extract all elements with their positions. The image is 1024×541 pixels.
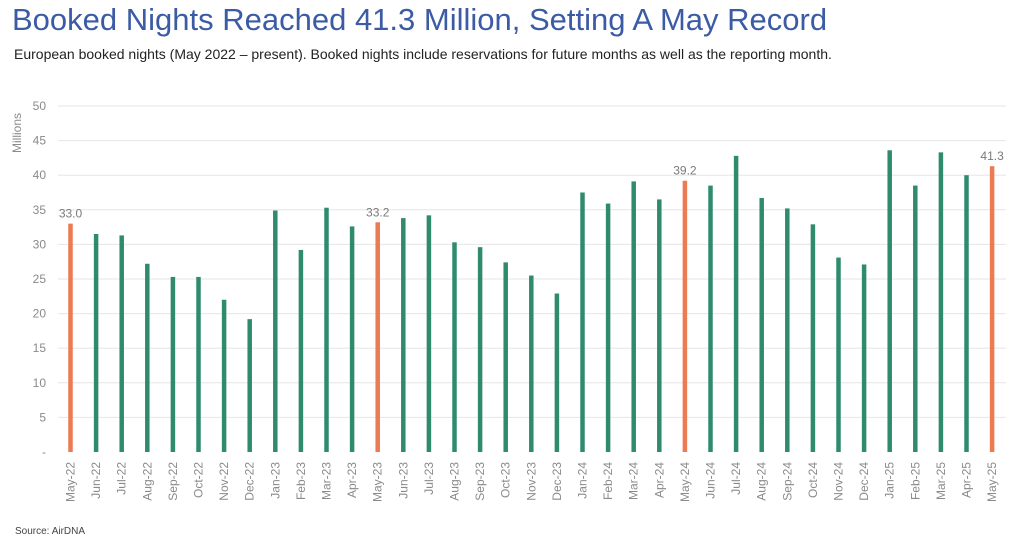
- bar-data-label: 33.0: [59, 207, 83, 221]
- x-tick-label: Jun-22: [89, 462, 103, 499]
- x-tick-label: Jan-24: [576, 462, 590, 499]
- x-tick-label: Jun-23: [396, 462, 410, 499]
- y-tick-label: 25: [33, 272, 47, 286]
- bar: [580, 192, 585, 452]
- x-tick-label: Dec-24: [857, 462, 871, 501]
- x-tick-label: Dec-22: [243, 462, 257, 501]
- x-tick-label: May-22: [64, 462, 78, 502]
- x-tick-label: Jul-24: [729, 462, 743, 495]
- bar: [119, 235, 124, 452]
- bar: [145, 263, 150, 452]
- bar: [349, 226, 355, 452]
- x-tick-label: Feb-25: [908, 462, 922, 500]
- bar: [836, 257, 841, 452]
- bar: [938, 152, 944, 452]
- bar: [221, 299, 227, 452]
- y-axis-title: Millions: [10, 113, 24, 153]
- bar: [759, 198, 764, 452]
- bar: [861, 264, 867, 452]
- chart-subtitle: European booked nights (May 2022 – prese…: [14, 46, 832, 62]
- bar: [298, 249, 304, 452]
- x-tick-label: Nov-22: [217, 462, 231, 501]
- y-tick-label: 35: [33, 203, 47, 217]
- y-tick-label: 15: [33, 341, 47, 355]
- x-tick-label: Oct-22: [192, 462, 206, 498]
- bar: [605, 203, 611, 452]
- bar: [631, 181, 636, 453]
- bar-data-label: 41.3: [980, 149, 1004, 163]
- bar: [989, 166, 995, 453]
- chart-title: Booked Nights Reached 41.3 Million, Sett…: [12, 2, 828, 37]
- bar: [887, 150, 892, 452]
- x-tick-label: Nov-24: [832, 462, 846, 501]
- bar: [810, 224, 816, 452]
- bar: [554, 293, 560, 452]
- x-tick-label: Jun-24: [704, 462, 718, 499]
- x-tick-label: Jul-22: [115, 462, 129, 495]
- y-tick-label: 45: [33, 134, 47, 148]
- bars: [68, 150, 995, 453]
- bar: [273, 210, 278, 452]
- bar: [964, 175, 969, 452]
- x-tick-label: Sep-23: [473, 462, 487, 501]
- x-tick-label: Feb-24: [601, 462, 615, 500]
- x-tick-label: Jul-23: [422, 462, 436, 495]
- x-tick-label: Mar-25: [934, 462, 948, 500]
- bar-data-label: 39.2: [673, 164, 697, 178]
- x-tick-label: Oct-23: [499, 462, 513, 498]
- bar: [733, 155, 739, 452]
- x-tick-label: May-25: [985, 462, 999, 502]
- x-tick-label: Aug-24: [755, 462, 769, 501]
- x-tick-label: Aug-23: [448, 462, 462, 501]
- y-tick-label: 40: [33, 168, 47, 182]
- x-tick-label: Sep-24: [780, 462, 794, 501]
- bar: [196, 276, 201, 452]
- x-tick-label: Mar-23: [320, 462, 334, 500]
- x-tick-label: Mar-24: [627, 462, 641, 500]
- bar: [452, 242, 457, 452]
- x-tick-label: Sep-22: [166, 462, 180, 501]
- bar: [503, 262, 508, 452]
- x-tick-label: May-23: [371, 462, 385, 502]
- y-tick-label: 10: [33, 376, 47, 390]
- x-axis-ticks: May-22 Jun-22 Jul-22 Aug-22 Sep-22 Oct-22 Nov-…: [64, 462, 1000, 502]
- x-tick-label: Jan-25: [883, 462, 897, 499]
- x-tick-label: Aug-22: [140, 462, 154, 501]
- bar: [657, 199, 662, 452]
- y-tick-label: 30: [33, 237, 47, 251]
- bar: [477, 247, 483, 452]
- y-tick-label: -: [42, 445, 46, 459]
- bar: [913, 185, 918, 452]
- x-tick-label: Apr-23: [345, 462, 359, 498]
- bar: [708, 185, 713, 452]
- x-tick-label: Apr-24: [652, 462, 666, 498]
- x-tick-label: May-24: [678, 462, 692, 502]
- bar: [170, 276, 176, 452]
- x-tick-label: Feb-23: [294, 462, 308, 500]
- data-labels: 33.0 33.2 39.2 41.3: [59, 149, 1004, 220]
- bar: [68, 223, 73, 452]
- x-tick-label: Apr-25: [960, 462, 974, 498]
- bar: [247, 319, 252, 452]
- y-tick-label: 5: [39, 410, 46, 424]
- source-note: Source: AirDNA: [15, 526, 86, 537]
- bar: [93, 234, 99, 452]
- bar: [324, 207, 329, 452]
- bar: [529, 275, 534, 452]
- y-tick-label: 20: [33, 307, 47, 321]
- bar-data-label: 33.2: [366, 205, 390, 219]
- x-tick-label: Jan-23: [268, 462, 282, 499]
- x-tick-label: Nov-23: [524, 462, 538, 501]
- bar: [426, 215, 432, 452]
- y-axis-ticks: - 5 10 15 20 25 30 35 40 45 50: [33, 99, 47, 459]
- x-tick-label: Dec-23: [550, 462, 564, 501]
- bar: [401, 218, 406, 452]
- y-tick-label: 50: [33, 99, 47, 113]
- bar: [682, 180, 688, 452]
- bar: [375, 222, 380, 452]
- bar: [785, 208, 790, 452]
- x-tick-label: Oct-24: [806, 462, 820, 498]
